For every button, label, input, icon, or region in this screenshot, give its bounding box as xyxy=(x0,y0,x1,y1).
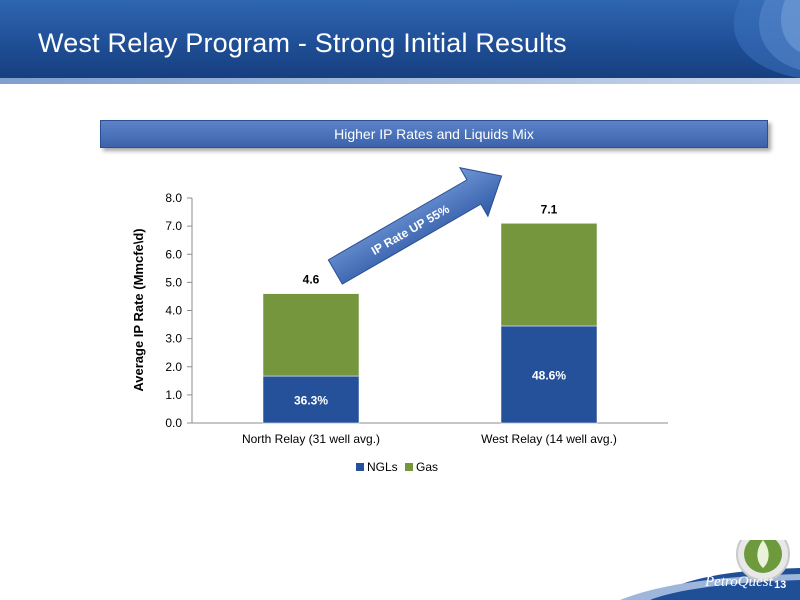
bar-ngls-1 xyxy=(500,325,598,424)
y-tick-label: 1.0 xyxy=(165,388,182,402)
total-label: 7.1 xyxy=(541,202,558,216)
y-tick-label: 2.0 xyxy=(165,360,182,374)
y-tick-label: 7.0 xyxy=(165,219,182,233)
legend-swatch-gas xyxy=(405,463,413,471)
brand-logo-text: PetroQuest xyxy=(705,574,773,590)
x-tick-label: North Relay (31 well avg.) xyxy=(242,432,380,446)
ip-rate-arrow-shape: IP Rate UP 55% xyxy=(327,167,503,285)
y-tick-label: 6.0 xyxy=(165,247,182,261)
header-bar xyxy=(0,0,800,78)
page-number: 13 xyxy=(774,579,787,591)
segment-label: 48.6% xyxy=(532,368,566,382)
y-tick-label: 5.0 xyxy=(165,275,182,289)
x-tick-label: West Relay (14 well avg.) xyxy=(481,432,617,446)
header-divider xyxy=(0,78,800,84)
legend-label-ngls: NGLs xyxy=(367,460,398,474)
y-tick-label: 0.0 xyxy=(165,416,182,430)
legend-swatch-ngls xyxy=(356,463,364,471)
arrow-body xyxy=(327,167,503,285)
y-tick-label: 4.0 xyxy=(165,304,182,318)
ip-rate-arrow: IP Rate UP 55% xyxy=(327,167,503,285)
y-tick-label: 3.0 xyxy=(165,332,182,346)
subtitle-banner: Higher IP Rates and Liquids Mix xyxy=(100,120,768,148)
footer-decoration xyxy=(620,540,800,600)
y-tick-label: 8.0 xyxy=(165,191,182,205)
y-axis-title: Average IP Rate (Mmcfe\d) xyxy=(131,228,146,391)
bar-gas-1 xyxy=(500,223,598,327)
total-label: 4.6 xyxy=(303,273,320,287)
bar-ngls-0 xyxy=(262,375,360,424)
legend-label-gas: Gas xyxy=(416,460,438,474)
segment-label: 36.3% xyxy=(294,394,328,408)
slide-title: West Relay Program - Strong Initial Resu… xyxy=(38,28,567,58)
swoosh-decoration xyxy=(733,0,800,78)
bar-gas-0 xyxy=(262,293,360,377)
